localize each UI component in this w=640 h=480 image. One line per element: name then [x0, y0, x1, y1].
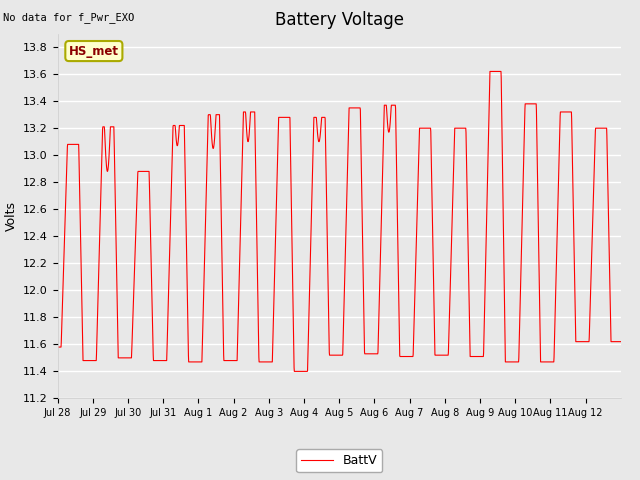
Title: Battery Voltage: Battery Voltage — [275, 11, 404, 29]
BattV — [617, 339, 625, 345]
BattV — [541, 359, 549, 365]
BattV — [509, 359, 517, 365]
Y-axis label: Volts: Volts — [4, 201, 17, 231]
BattV — [609, 339, 617, 345]
BattV — [110, 124, 118, 130]
BattV — [232, 358, 239, 363]
Legend: BattV: BattV — [296, 449, 382, 472]
BattV — [291, 369, 298, 374]
BattV — [54, 344, 61, 350]
BattV — [373, 351, 381, 357]
Text: HS_met: HS_met — [69, 45, 119, 58]
Text: No data for f_Pwr_EXO: No data for f_Pwr_EXO — [3, 12, 134, 23]
BattV — [486, 69, 494, 74]
Line: BattV: BattV — [58, 72, 621, 372]
